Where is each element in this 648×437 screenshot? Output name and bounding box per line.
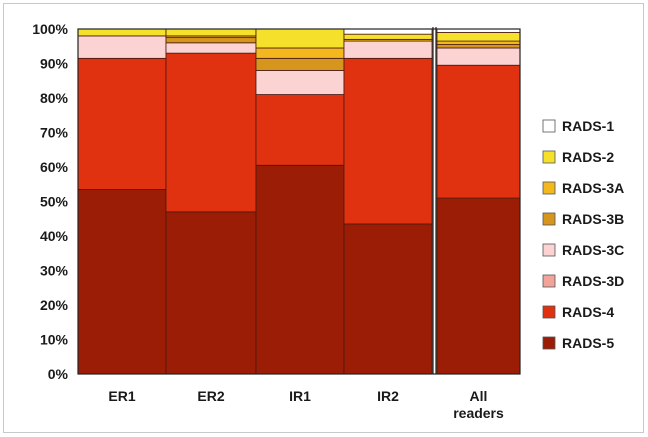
x-category-label: IR2 (377, 388, 399, 404)
bar-segment-rads-3c-all-readers (436, 47, 521, 66)
y-tick-label: 70% (40, 125, 69, 141)
legend-swatch (542, 150, 556, 164)
bar-segment-rads-1-ir2 (343, 28, 433, 35)
legend: RADS-1 RADS-2 RADS-3A RADS-3B RADS-3C RADS-3D… (542, 118, 624, 351)
y-tick-label: 0% (48, 366, 69, 382)
y-tick-label: 60% (40, 159, 69, 175)
legend-swatch (542, 305, 556, 319)
bar-segment-rads-5-ir2 (343, 223, 433, 375)
bar-segment-rads-4-er1 (77, 57, 167, 190)
bar-segment-rads-5-ir1 (255, 164, 345, 375)
legend-swatch (542, 243, 556, 257)
legend-label: RADS-4 (562, 304, 614, 320)
legend-label: RADS-2 (562, 149, 614, 165)
bar-segment-rads-3a-all-readers (436, 40, 521, 45)
bar-segment-rads-2-er2 (165, 28, 257, 37)
legend-item-rads-4: RADS-4 (542, 304, 614, 320)
x-category-label: IR1 (289, 388, 311, 404)
y-tick-label: 100% (32, 21, 68, 37)
y-tick-label: 90% (40, 56, 69, 72)
y-tick-label: 10% (40, 332, 69, 348)
bar-segment-rads-2-all-readers (436, 32, 521, 42)
legend-label: RADS-3D (562, 273, 624, 289)
y-tick-label: 40% (40, 228, 69, 244)
y-tick-label: 50% (40, 194, 69, 210)
legend-item-rads-3a: RADS-3A (542, 180, 624, 196)
bar-segment-rads-2-er1 (77, 28, 167, 37)
legend-item-rads-2: RADS-2 (542, 149, 614, 165)
y-tick-label: 30% (40, 263, 69, 279)
bar-segment-rads-4-ir2 (343, 57, 433, 225)
legend-item-rads-1: RADS-1 (542, 118, 614, 134)
legend-label: RADS-3C (562, 242, 624, 258)
bar-segment-rads-3b-er2 (165, 37, 257, 44)
bar-segment-rads-3b-all-readers (436, 44, 521, 49)
legend-swatch (542, 119, 556, 133)
bar-segment-rads-5-all-readers (436, 197, 521, 375)
x-category-label: ER1 (108, 388, 135, 404)
y-tick-label: 20% (40, 297, 69, 313)
legend-swatch (542, 274, 556, 288)
legend-item-rads-3d: RADS-3D (542, 273, 624, 289)
legend-label: RADS-1 (562, 118, 614, 134)
stacked-bar-chart: 0% 10% 20% 30% 40% 50% 60% 70% 80% 90% 100% ER1 ER2… (32, 21, 624, 421)
bar-segment-rads-3b-ir1 (255, 57, 345, 71)
x-category-label: ER2 (197, 388, 224, 404)
legend-label: RADS-3B (562, 211, 624, 227)
bar-segment-rads-3c-er1 (77, 35, 167, 59)
legend-item-rads-5: RADS-5 (542, 335, 614, 351)
legend-item-rads-3b: RADS-3B (542, 211, 624, 227)
y-axis: 0% 10% 20% 30% 40% 50% 60% 70% 80% 90% 100% (32, 21, 68, 382)
x-category-label: readers (453, 405, 504, 421)
bar-segment-rads-3c-ir1 (255, 70, 345, 95)
legend-label: RADS-3A (562, 180, 624, 196)
legend-swatch (542, 212, 556, 226)
legend-item-rads-3c: RADS-3C (542, 242, 624, 258)
bar-segment-rads-4-ir1 (255, 94, 345, 166)
bar-segment-rads-4-er2 (165, 52, 257, 213)
legend-label: RADS-5 (562, 335, 614, 351)
bar-segment-rads-2-ir1 (255, 28, 345, 49)
bar-segment-rads-3a-ir1 (255, 47, 345, 59)
bar-segment-rads-3c-ir2 (343, 40, 433, 59)
y-tick-label: 80% (40, 90, 69, 106)
plot-border (77, 28, 521, 375)
chart-frame: 0% 10% 20% 30% 40% 50% 60% 70% 80% 90% 100% ER1 ER2… (3, 3, 644, 433)
x-category-label: All (470, 388, 488, 404)
plot-area (77, 27, 521, 375)
legend-swatch (542, 181, 556, 195)
legend-swatch (542, 336, 556, 350)
bar-segment-rads-4-all-readers (436, 64, 521, 199)
bar-segment-rads-2-ir2 (343, 33, 433, 40)
bar-segment-rads-5-er2 (165, 211, 257, 375)
bar-segment-rads-3c-er2 (165, 42, 257, 54)
bar-segment-rads-5-er1 (77, 189, 167, 375)
